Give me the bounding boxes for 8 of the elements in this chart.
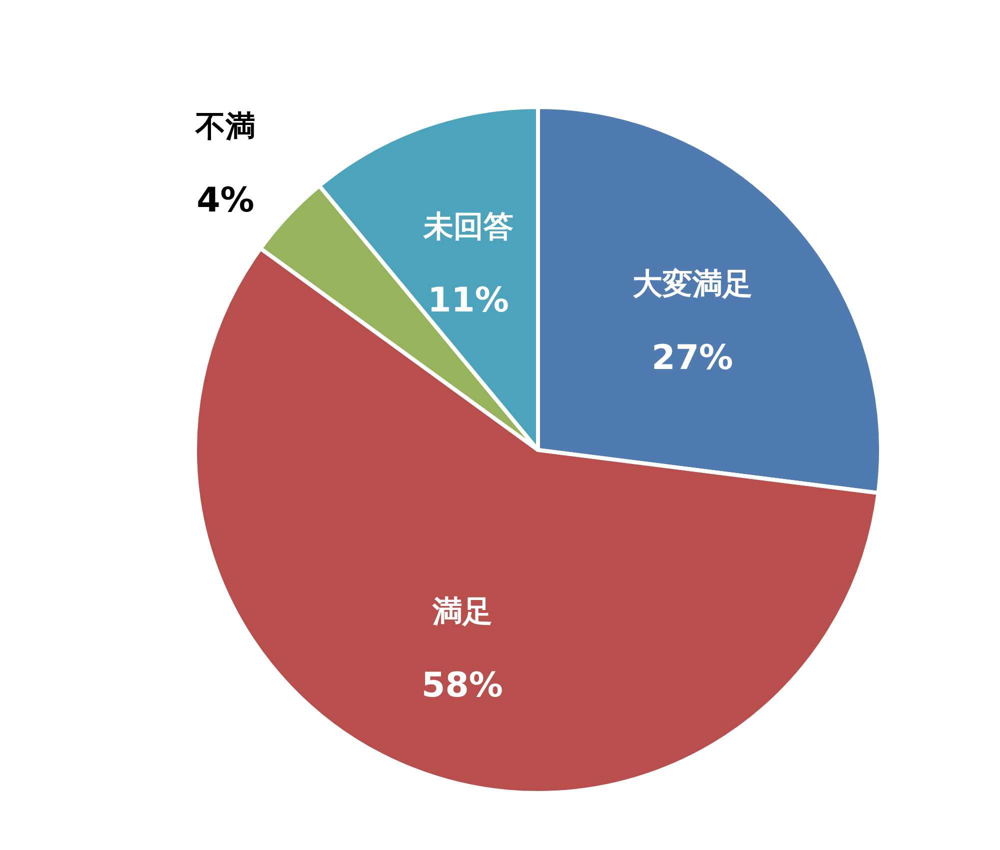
data-label: 58% <box>422 665 503 706</box>
slice-label: 未回答 <box>422 209 514 244</box>
slice-label: 不満 <box>194 110 256 144</box>
data-label: 11% <box>428 280 509 320</box>
data-label: 4% <box>196 180 254 220</box>
data-label: 27% <box>652 338 734 378</box>
slice-label: 大変満足 <box>632 266 752 302</box>
slice-label: 満足 <box>431 594 492 630</box>
